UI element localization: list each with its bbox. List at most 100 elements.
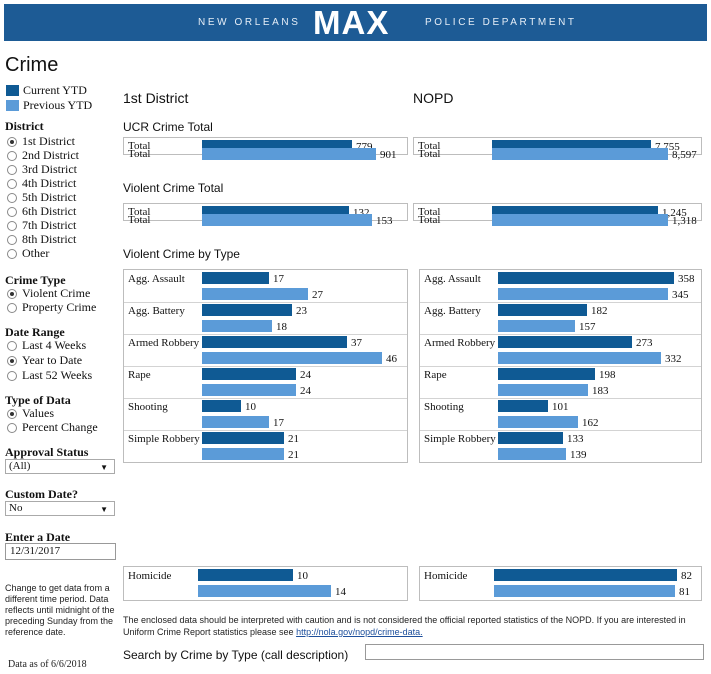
by-type-nopd-bar-agg-battery-current[interactable] bbox=[498, 304, 587, 316]
by-type-district-bar-agg-assault-previous[interactable] bbox=[202, 288, 308, 300]
by-type-nopd-row-label: Agg. Assault bbox=[424, 273, 481, 285]
by-type-district-bar-rape-current[interactable] bbox=[202, 368, 296, 380]
legend-current: Current YTD bbox=[6, 83, 87, 98]
by-type-nopd-bar-simple-robbery-current[interactable] bbox=[498, 432, 563, 444]
by-type-district-bar-simple-robbery-current[interactable] bbox=[202, 432, 284, 444]
radio-icon[interactable] bbox=[7, 370, 17, 381]
by-type-district-bar-agg-assault-current[interactable] bbox=[202, 272, 269, 284]
violent-nopd-row-label: Total bbox=[418, 214, 441, 226]
homicide-district-row-label: Homicide bbox=[128, 570, 172, 582]
by-type-district-row-label: Agg. Assault bbox=[128, 273, 185, 285]
legend-label-previous: Previous YTD bbox=[23, 98, 93, 112]
by-type-district-bar-armed-robbery-current[interactable] bbox=[202, 336, 347, 348]
by-type-nopd-value-label: 157 bbox=[579, 321, 596, 333]
by-type-nopd-value-label: 162 bbox=[582, 417, 599, 429]
district-radio-label: 1st District bbox=[22, 134, 75, 148]
date-range-radio-label: Last 52 Weeks bbox=[22, 368, 93, 382]
ucr-section-title: UCR Crime Total bbox=[123, 120, 213, 134]
row-divider bbox=[124, 398, 407, 399]
by-type-nopd-bar-armed-robbery-previous[interactable] bbox=[498, 352, 661, 364]
radio-icon[interactable] bbox=[7, 408, 17, 419]
homicide-nopd-bar-homicide-current[interactable] bbox=[494, 569, 677, 581]
date-help-note: Change to get data from a different time… bbox=[5, 583, 115, 637]
district-radio-label: Other bbox=[22, 246, 50, 260]
legend-previous: Previous YTD bbox=[6, 98, 92, 113]
district-radio-8th-district[interactable]: 8th District bbox=[7, 232, 76, 246]
chevron-down-icon: ▼ bbox=[100, 463, 108, 472]
radio-icon[interactable] bbox=[7, 150, 17, 161]
date-range-radio-last-52-weeks[interactable]: Last 52 Weeks bbox=[7, 368, 93, 382]
type-of-data-radio-percent-change[interactable]: Percent Change bbox=[7, 420, 98, 434]
homicide-district-bar-homicide-previous[interactable] bbox=[198, 585, 331, 597]
date-range-radio-last-4-weeks[interactable]: Last 4 Weeks bbox=[7, 338, 86, 352]
by-type-nopd-bar-agg-assault-previous[interactable] bbox=[498, 288, 668, 300]
by-type-nopd-bar-simple-robbery-previous[interactable] bbox=[498, 448, 566, 460]
district-radio-6th-district[interactable]: 6th District bbox=[7, 204, 77, 218]
by-type-nopd-bar-agg-assault-current[interactable] bbox=[498, 272, 674, 284]
type-of-data-radio-label: Values bbox=[22, 406, 54, 420]
radio-icon[interactable] bbox=[7, 302, 17, 313]
by-type-nopd-value-label: 198 bbox=[599, 369, 616, 381]
district-radio-label: 7th District bbox=[22, 218, 77, 232]
by-type-nopd-row-label: Armed Robbery bbox=[424, 337, 496, 349]
by-type-district-value-label: 24 bbox=[300, 385, 311, 397]
district-radio-1st-district[interactable]: 1st District bbox=[7, 134, 75, 148]
district-radio-4th-district[interactable]: 4th District bbox=[7, 176, 76, 190]
radio-icon[interactable] bbox=[7, 340, 17, 351]
custom-date-select[interactable]: No ▼ bbox=[5, 501, 115, 516]
search-input[interactable] bbox=[365, 644, 704, 660]
radio-icon[interactable] bbox=[7, 164, 17, 175]
district-radio-3rd-district[interactable]: 3rd District bbox=[7, 162, 77, 176]
radio-icon[interactable] bbox=[7, 355, 17, 366]
by-type-district-bar-agg-battery-current[interactable] bbox=[202, 304, 292, 316]
date-input[interactable]: 12/31/2017 bbox=[5, 543, 116, 560]
by-type-nopd-bar-shooting-previous[interactable] bbox=[498, 416, 578, 428]
radio-icon[interactable] bbox=[7, 248, 17, 259]
by-type-district-panel: 17 27 Agg. Assault 23 18 Agg. Battery 37 46 Arme… bbox=[123, 269, 408, 463]
homicide-nopd-bar-homicide-previous[interactable] bbox=[494, 585, 675, 597]
radio-icon[interactable] bbox=[7, 220, 17, 231]
type-of-data-radio-values[interactable]: Values bbox=[7, 406, 54, 420]
by-type-nopd-bar-armed-robbery-current[interactable] bbox=[498, 336, 632, 348]
by-type-nopd-bar-shooting-current[interactable] bbox=[498, 400, 548, 412]
by-type-nopd-bar-rape-current[interactable] bbox=[498, 368, 595, 380]
crime-data-link[interactable]: http://nola.gov/nopd/crime-data. bbox=[296, 627, 423, 637]
date-range-radio-year-to-date[interactable]: Year to Date bbox=[7, 353, 83, 367]
district-radio-2nd-district[interactable]: 2nd District bbox=[7, 148, 79, 162]
radio-icon[interactable] bbox=[7, 136, 17, 147]
by-type-nopd-row-label: Simple Robbery bbox=[424, 433, 496, 445]
crime-type-radio-property-crime[interactable]: Property Crime bbox=[7, 300, 96, 314]
by-type-district-bar-rape-previous[interactable] bbox=[202, 384, 296, 396]
by-type-district-bar-shooting-previous[interactable] bbox=[202, 416, 269, 428]
date-range-radio-label: Year to Date bbox=[22, 353, 83, 367]
crime-type-radio-violent-crime[interactable]: Violent Crime bbox=[7, 286, 90, 300]
violent-nopd-bar-total-previous[interactable] bbox=[492, 214, 668, 226]
radio-icon[interactable] bbox=[7, 178, 17, 189]
radio-icon[interactable] bbox=[7, 192, 17, 203]
by-type-nopd-row-label: Agg. Battery bbox=[424, 305, 481, 317]
by-type-district-bar-armed-robbery-previous[interactable] bbox=[202, 352, 382, 364]
radio-icon[interactable] bbox=[7, 234, 17, 245]
by-type-district-bar-agg-battery-previous[interactable] bbox=[202, 320, 272, 332]
radio-icon[interactable] bbox=[7, 422, 17, 433]
by-type-district-bar-shooting-current[interactable] bbox=[202, 400, 241, 412]
by-type-district-bar-simple-robbery-previous[interactable] bbox=[202, 448, 284, 460]
district-radio-other[interactable]: Other bbox=[7, 246, 50, 260]
by-type-district-row-label: Simple Robbery bbox=[128, 433, 200, 445]
ucr-nopd-bar-total-previous[interactable] bbox=[492, 148, 668, 160]
approval-status-select[interactable]: (All) ▼ bbox=[5, 459, 115, 474]
ucr-district-bar-total-previous[interactable] bbox=[202, 148, 376, 160]
by-type-nopd-bar-agg-battery-previous[interactable] bbox=[498, 320, 575, 332]
by-type-district-value-label: 37 bbox=[351, 337, 362, 349]
district-radio-5th-district[interactable]: 5th District bbox=[7, 190, 76, 204]
district-radio-label: 6th District bbox=[22, 204, 77, 218]
by-type-nopd-bar-rape-previous[interactable] bbox=[498, 384, 588, 396]
violent-nopd-value-label: 1,318 bbox=[672, 215, 697, 227]
by-type-district-row-label: Rape bbox=[128, 369, 151, 381]
chevron-down-icon: ▼ bbox=[100, 505, 108, 514]
radio-icon[interactable] bbox=[7, 288, 17, 299]
violent-district-bar-total-previous[interactable] bbox=[202, 214, 372, 226]
homicide-district-bar-homicide-current[interactable] bbox=[198, 569, 293, 581]
district-radio-7th-district[interactable]: 7th District bbox=[7, 218, 77, 232]
radio-icon[interactable] bbox=[7, 206, 17, 217]
